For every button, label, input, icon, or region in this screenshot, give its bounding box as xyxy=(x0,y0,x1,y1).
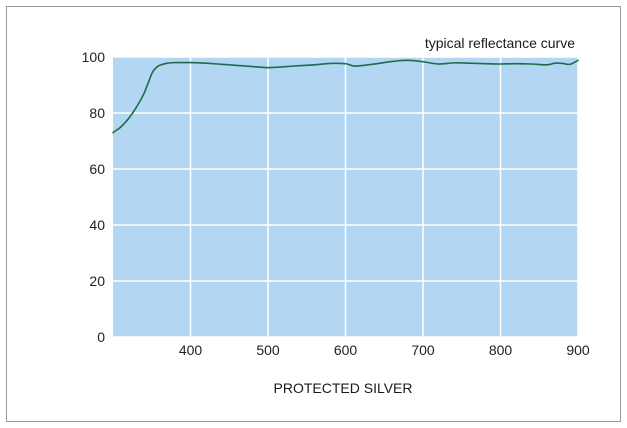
x-axis-title: PROTECTED SILVER xyxy=(274,380,413,396)
x-tick-label: 500 xyxy=(256,342,280,358)
x-tick-label: 800 xyxy=(489,342,513,358)
y-tick-label: 40 xyxy=(89,217,105,233)
x-tick-label: 700 xyxy=(411,342,435,358)
x-tick-label: 600 xyxy=(334,342,358,358)
chart-title: typical reflectance curve xyxy=(425,35,575,51)
y-tick-label: 0 xyxy=(97,329,105,345)
reflectance-curve xyxy=(112,59,579,134)
y-tick-label: 20 xyxy=(89,273,105,289)
y-tick-labels: 0 20 40 60 80 100 xyxy=(82,49,106,345)
x-tick-labels: 400 500 600 700 800 900 xyxy=(179,342,590,358)
y-tick-label: 80 xyxy=(89,105,105,121)
grid-lines xyxy=(113,56,579,338)
x-tick-label: 400 xyxy=(179,342,203,358)
y-tick-label: 60 xyxy=(89,161,105,177)
y-tick-label: 100 xyxy=(82,49,106,65)
x-tick-label: 900 xyxy=(566,342,590,358)
